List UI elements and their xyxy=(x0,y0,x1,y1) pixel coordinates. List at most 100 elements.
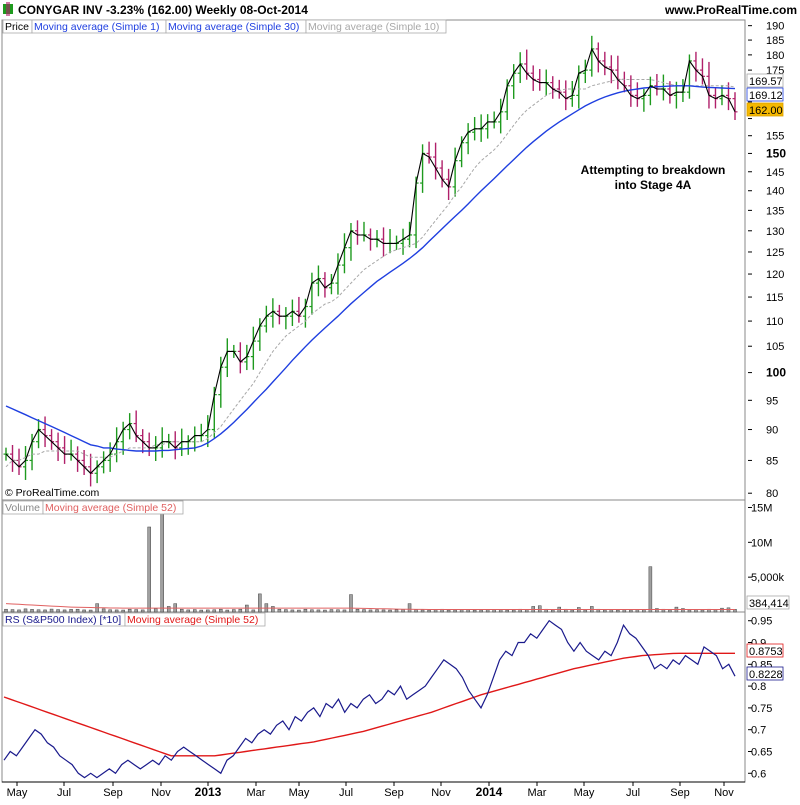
rs-y-tick-label: 0.95 xyxy=(751,616,772,628)
volume-bar xyxy=(414,609,418,613)
volume-bar xyxy=(362,609,366,613)
chart-header: CONYGAR INV -3.23% (162.00) Weekly 08-Oc… xyxy=(3,2,797,17)
price-y-tick-label: 140 xyxy=(766,186,784,198)
volume-value-box xyxy=(746,595,790,610)
x-tick-label: May xyxy=(289,787,310,799)
price-value-label: 162.00 xyxy=(749,105,783,117)
rs-y-tick-label: 0.6 xyxy=(751,768,766,780)
volume-bar xyxy=(166,606,171,613)
price-y-tick-label: 120 xyxy=(766,269,784,281)
volume-bar xyxy=(681,608,685,613)
rs-value-label: 0.8228 xyxy=(749,669,783,681)
volume-bar xyxy=(43,609,47,613)
x-tick-label: May xyxy=(574,787,595,799)
volume-value-label: 384,414 xyxy=(749,598,789,610)
price-y-tick-label: 125 xyxy=(766,247,784,259)
rs-legend-label: RS (S&P500 Index) [*10] xyxy=(5,614,121,626)
site-url[interactable]: www.ProRealTime.com xyxy=(664,3,797,17)
volume-bar xyxy=(603,609,607,613)
price-y-tick-label: 115 xyxy=(766,292,784,304)
price-y-tick-label: 185 xyxy=(766,35,784,47)
volume-bar xyxy=(30,609,34,613)
chart-marks xyxy=(3,35,738,779)
volume-bar xyxy=(466,609,470,613)
price-legend-label: Moving average (Simple 30) xyxy=(168,21,299,33)
price-y-tick-label: 180 xyxy=(766,50,784,62)
volume-bar xyxy=(551,609,555,613)
rs-legend-label: Moving average (Simple 52) xyxy=(127,614,258,626)
volume-bar xyxy=(713,609,718,613)
volume-bar xyxy=(49,608,54,613)
volume-bar xyxy=(336,609,340,613)
rs-line xyxy=(3,619,736,779)
volume-bar xyxy=(225,609,230,613)
price-y-tick-label: 155 xyxy=(766,131,784,143)
rs-value-box xyxy=(746,666,784,681)
volume-bar xyxy=(453,609,457,613)
x-tick-label: Sep xyxy=(670,787,690,799)
chart-title: CONYGAR INV -3.23% (162.00) Weekly 08-Oc… xyxy=(18,3,308,17)
x-tick-label: Jul xyxy=(57,787,71,799)
volume-bar xyxy=(687,609,692,613)
x-tick-label: Jul xyxy=(626,787,640,799)
rs-value-label: 0.8753 xyxy=(749,646,783,658)
volume-bar xyxy=(199,609,204,613)
volume-bar xyxy=(427,609,431,613)
x-tick-label: Jul xyxy=(339,787,353,799)
x-tick-label: 2014 xyxy=(476,785,503,799)
rs-legend-box xyxy=(124,612,266,627)
volume-bar xyxy=(238,608,243,613)
price-legend-label: Moving average (Simple 1) xyxy=(34,21,159,33)
volume-bar xyxy=(193,609,197,613)
volume-bar xyxy=(56,609,60,613)
volume-bar xyxy=(668,609,672,613)
volume-bar xyxy=(505,609,509,613)
rs-value-box xyxy=(746,643,784,658)
volume-bar xyxy=(206,609,210,613)
price-value-label: 169.12 xyxy=(749,90,783,102)
x-tick-label: Mar xyxy=(528,787,547,799)
x-tick-label: Nov xyxy=(714,787,734,799)
volume-bar xyxy=(355,608,360,613)
volume-bar xyxy=(212,609,217,613)
volume-y-tick-label: 5,000k xyxy=(751,572,785,584)
volume-bar xyxy=(219,608,223,613)
volume-bar xyxy=(401,609,405,613)
price-y-tick-label: 100 xyxy=(766,366,786,380)
price-y-tick-label: 80 xyxy=(766,488,778,500)
volume-bar xyxy=(258,593,262,613)
volume-bar xyxy=(342,609,347,613)
price-y-tick-label: 90 xyxy=(766,425,778,437)
rs-ma-line xyxy=(3,652,735,757)
volume-bar xyxy=(277,608,282,613)
volume-ma-line xyxy=(5,603,735,610)
volume-bar xyxy=(511,609,516,613)
price-y-tick-label: 150 xyxy=(766,146,786,160)
volume-bar xyxy=(101,608,106,613)
volume-bar xyxy=(160,510,164,613)
volume-bar xyxy=(485,609,490,613)
volume-bar xyxy=(75,608,80,613)
volume-bar xyxy=(290,609,295,613)
annotation-text: Attempting to breakdown xyxy=(581,163,726,177)
price-legend-label: Price xyxy=(5,21,29,33)
price-y-tick-label: 135 xyxy=(766,205,784,217)
volume-bar xyxy=(23,608,28,613)
volume-bar xyxy=(88,609,93,613)
price-value-label: 169.57 xyxy=(749,76,783,88)
volume-bar xyxy=(251,609,256,613)
volume-legend-label: Volume xyxy=(5,502,40,514)
price-legend-label: Moving average (Simple 10) xyxy=(308,21,439,33)
volume-bar xyxy=(297,609,301,613)
x-tick-label: Nov xyxy=(151,787,171,799)
x-tick-label: May xyxy=(7,787,28,799)
volume-bar xyxy=(349,594,353,613)
volume-bar xyxy=(420,609,425,613)
volume-legend-label: Moving average (Simple 52) xyxy=(45,502,176,514)
volume-bar xyxy=(121,609,125,613)
volume-bar xyxy=(381,609,386,613)
volume-y-tick-label: 15M xyxy=(751,502,772,514)
volume-bar xyxy=(140,609,145,613)
